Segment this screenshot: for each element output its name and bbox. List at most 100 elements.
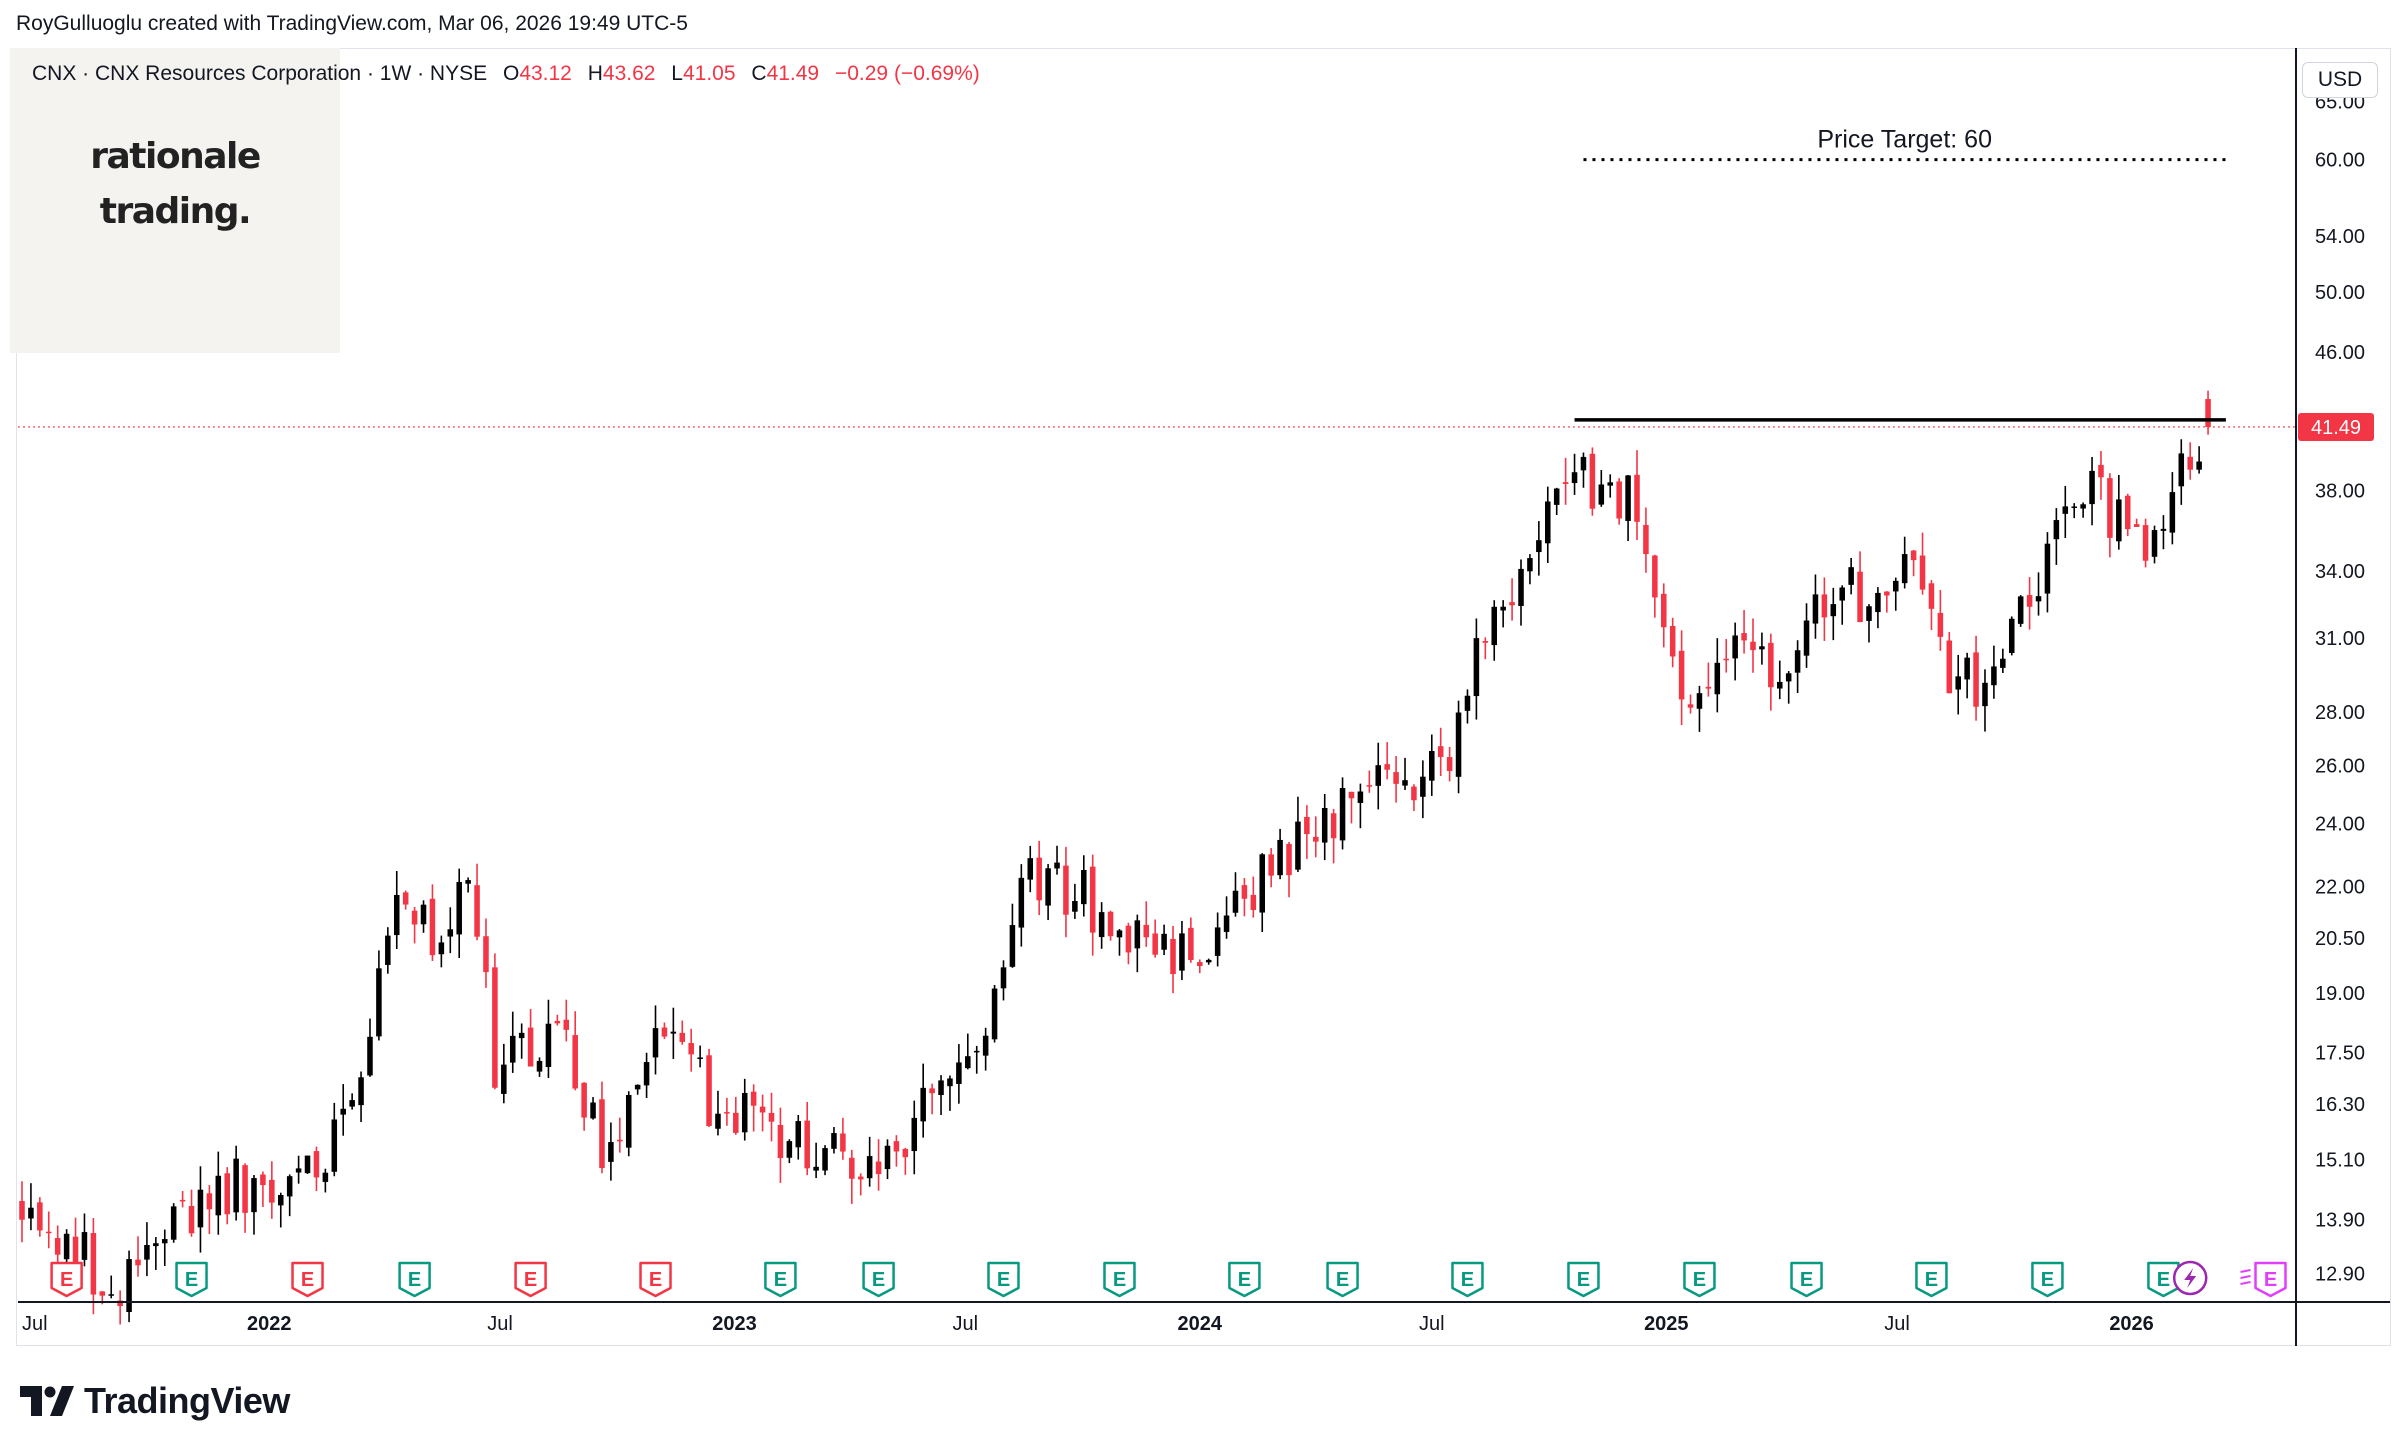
candle[interactable] [1776, 681, 1783, 689]
candle[interactable] [1901, 554, 1908, 584]
candle[interactable] [1348, 791, 1355, 799]
candle[interactable] [1714, 662, 1721, 695]
candle[interactable] [634, 1084, 641, 1090]
candle[interactable] [1089, 866, 1096, 933]
earnings-icon[interactable] [398, 1261, 431, 1298]
candle[interactable] [46, 1231, 52, 1234]
candle[interactable] [1295, 821, 1301, 870]
candle[interactable] [545, 1023, 552, 1067]
candle[interactable] [19, 1201, 25, 1220]
candle[interactable] [786, 1141, 793, 1158]
candle[interactable] [420, 904, 427, 925]
candle[interactable] [1107, 911, 1114, 937]
candle[interactable] [2062, 506, 2069, 514]
candle[interactable] [215, 1175, 222, 1216]
candle[interactable] [1259, 854, 1266, 913]
candle[interactable] [857, 1176, 864, 1180]
candle[interactable] [37, 1202, 43, 1231]
candle[interactable] [28, 1207, 34, 1219]
candle[interactable] [1910, 550, 1917, 561]
candle[interactable] [1125, 925, 1132, 953]
candle[interactable] [304, 1155, 311, 1174]
candle[interactable] [849, 1157, 855, 1179]
candle[interactable] [590, 1102, 596, 1119]
earnings-icon[interactable] [639, 1261, 672, 1298]
candle[interactable] [1402, 780, 1408, 786]
candle[interactable] [1375, 765, 1382, 786]
candle[interactable] [1678, 650, 1685, 700]
candle[interactable] [1197, 962, 1203, 967]
candle[interactable] [411, 910, 418, 925]
candle[interactable] [768, 1112, 775, 1122]
candle[interactable] [1732, 635, 1738, 659]
candle[interactable] [358, 1077, 364, 1106]
candle[interactable] [750, 1091, 757, 1106]
earnings-icon[interactable] [764, 1261, 797, 1298]
candle[interactable] [2196, 461, 2202, 470]
candle[interactable] [206, 1193, 213, 1210]
candle[interactable] [973, 1050, 980, 1053]
earnings-icon[interactable] [1326, 1261, 1359, 1298]
candle[interactable] [1000, 967, 1007, 989]
candle[interactable] [1009, 925, 1016, 967]
candle[interactable] [376, 968, 382, 1037]
candle[interactable] [1313, 836, 1319, 842]
candle[interactable] [224, 1173, 230, 1215]
candle[interactable] [1634, 474, 1640, 522]
candle[interactable] [492, 967, 498, 1088]
candle[interactable] [599, 1099, 605, 1168]
candle[interactable] [920, 1087, 926, 1122]
candle[interactable] [367, 1036, 373, 1076]
candle[interactable] [1705, 686, 1712, 689]
candle[interactable] [197, 1189, 204, 1228]
candle[interactable] [804, 1120, 810, 1169]
candle[interactable] [831, 1133, 837, 1149]
candle[interactable] [1143, 924, 1150, 938]
candle[interactable] [2026, 595, 2033, 607]
candle[interactable] [1321, 807, 1328, 843]
candle[interactable] [170, 1206, 177, 1240]
candle[interactable] [72, 1236, 79, 1265]
candle[interactable] [947, 1078, 953, 1087]
candle[interactable] [1973, 652, 1979, 707]
candle[interactable] [1607, 482, 1613, 486]
candle[interactable] [1491, 606, 1498, 646]
candle[interactable] [2000, 658, 2006, 668]
last-candle[interactable] [2205, 399, 2211, 427]
currency-button[interactable]: USD [2302, 62, 2378, 98]
candle[interactable] [465, 880, 471, 884]
candle[interactable] [2187, 456, 2193, 470]
candle[interactable] [1661, 593, 1667, 628]
candle[interactable] [456, 881, 462, 935]
candle[interactable] [2008, 618, 2015, 653]
candle[interactable] [527, 1027, 534, 1067]
candle[interactable] [349, 1100, 355, 1107]
candle[interactable] [893, 1141, 900, 1152]
candle[interactable] [563, 1019, 570, 1030]
candle[interactable] [322, 1172, 329, 1182]
candle[interactable] [670, 1031, 677, 1034]
candle[interactable] [697, 1057, 703, 1059]
earnings-icon[interactable] [2031, 1261, 2064, 1298]
candle[interactable] [1214, 927, 1221, 956]
candle[interactable] [902, 1148, 909, 1158]
candle[interactable] [608, 1142, 614, 1162]
candle[interactable] [1545, 501, 1551, 544]
candle[interactable] [1179, 933, 1185, 971]
candle[interactable] [1223, 915, 1230, 932]
candle[interactable] [715, 1113, 721, 1129]
candle[interactable] [1473, 638, 1480, 697]
candle[interactable] [1366, 785, 1373, 787]
candle[interactable] [447, 929, 454, 937]
candle[interactable] [688, 1043, 694, 1055]
candle[interactable] [1652, 555, 1658, 598]
candle[interactable] [54, 1238, 61, 1255]
candle[interactable] [438, 942, 445, 955]
candle[interactable] [956, 1062, 962, 1084]
candle[interactable] [429, 898, 436, 956]
candle[interactable] [1027, 858, 1034, 880]
candle[interactable] [1536, 540, 1542, 553]
candle[interactable] [135, 1259, 141, 1266]
candle[interactable] [840, 1133, 846, 1152]
upcoming-earnings-icon[interactable] [2254, 1261, 2287, 1298]
